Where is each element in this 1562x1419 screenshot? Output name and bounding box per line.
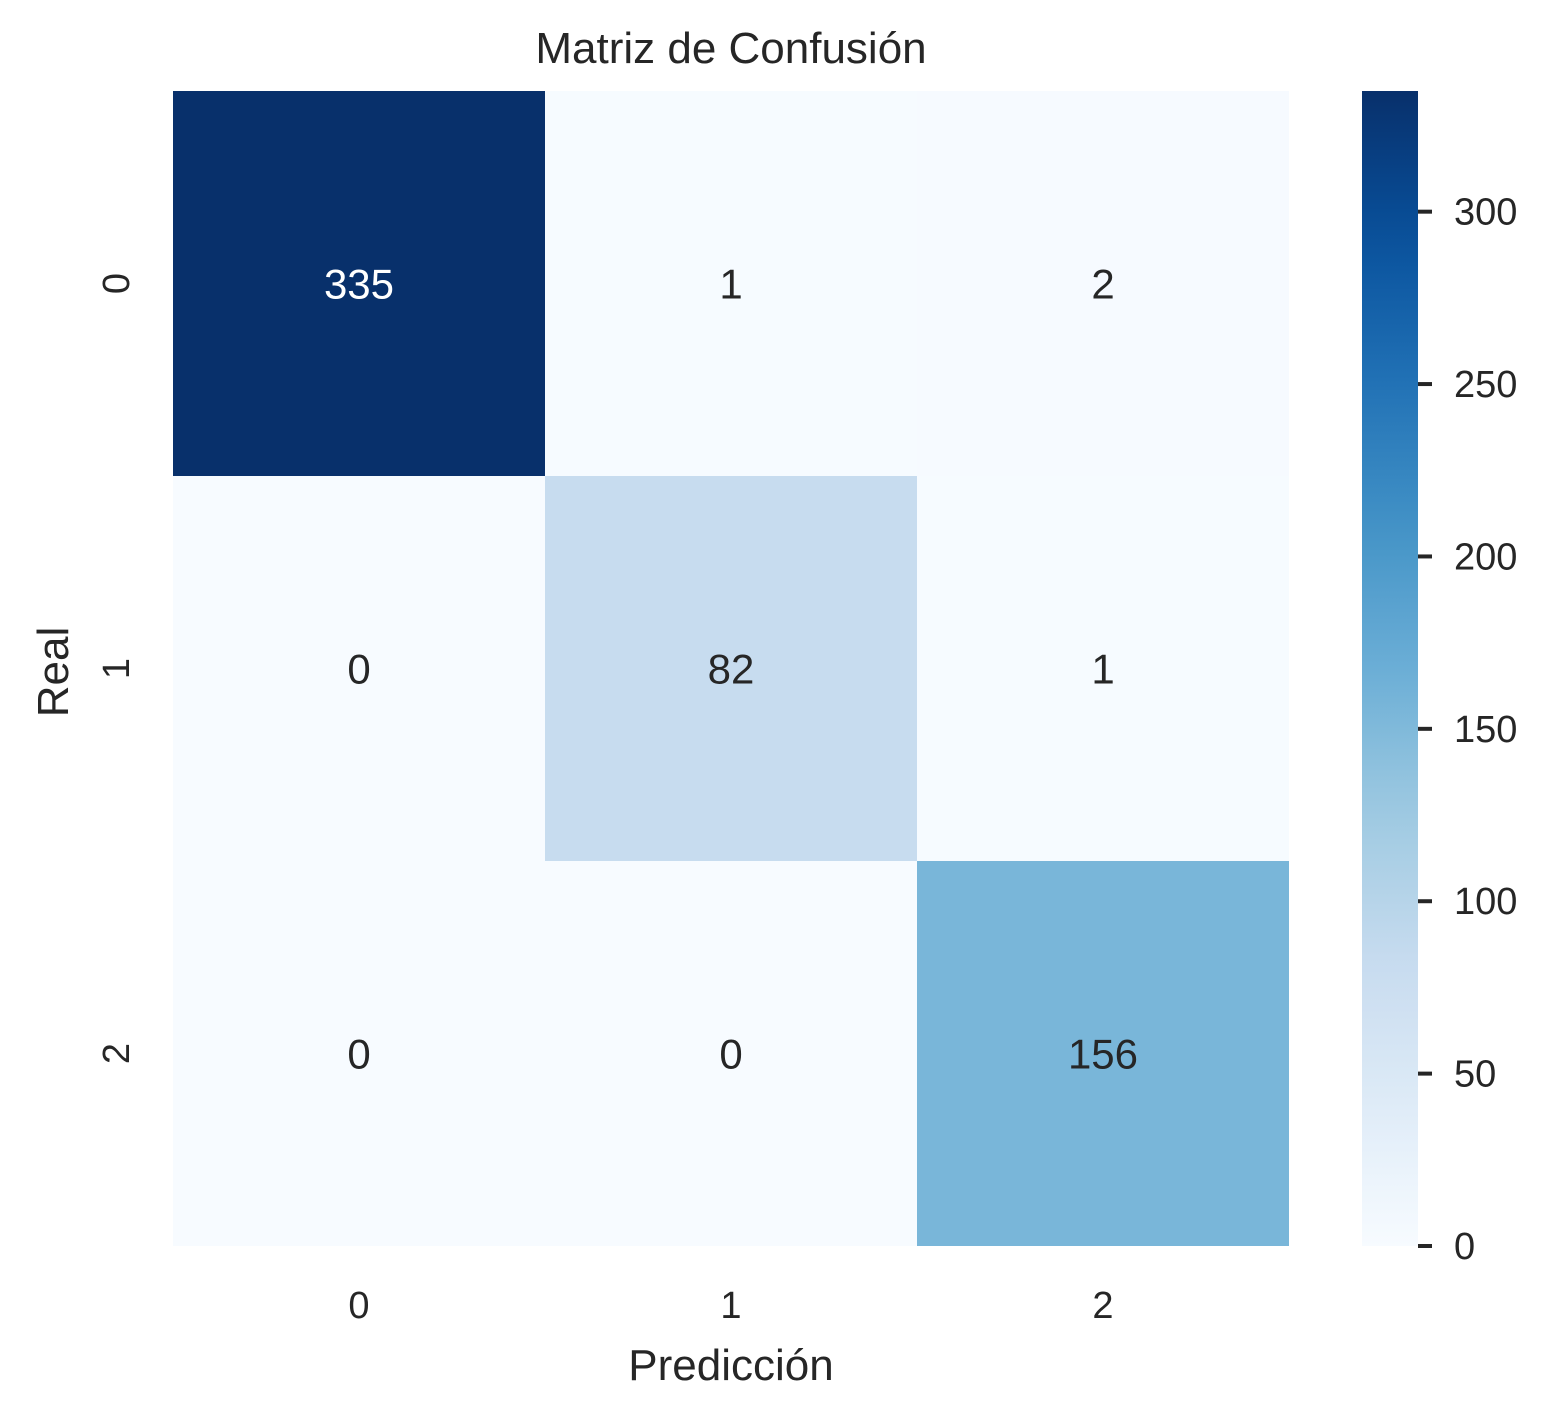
y-tick-label-1: 1 (96, 658, 138, 679)
y-tick-label-2: 2 (96, 1043, 138, 1064)
heatmap-cell-1-2 (917, 476, 1289, 861)
x-axis-label: Predicción (628, 1341, 833, 1390)
colorbar (1362, 91, 1418, 1246)
heatmap-cell-2-2 (917, 861, 1289, 1246)
cell-value-label-0-0: 335 (324, 261, 394, 308)
heatmap-cell-0-0 (173, 91, 545, 476)
colorbar-tick-label-300: 300 (1454, 192, 1517, 234)
x-tick-label-2: 2 (1092, 1285, 1113, 1327)
colorbar-ticks: 0 50 100 150 200 250 300 (1418, 192, 1517, 1268)
x-tick-label-0: 0 (348, 1285, 369, 1327)
heatmap-cell-labels: 335 1 2 0 82 1 0 0 156 (324, 261, 1138, 1078)
x-tick-label-1: 1 (720, 1285, 741, 1327)
heatmap-cell-0-2 (917, 91, 1289, 476)
colorbar-tick-label-250: 250 (1454, 364, 1517, 406)
x-axis-tick-labels: 0 1 2 (348, 1285, 1113, 1327)
cell-value-label-1-2: 1 (1091, 646, 1114, 693)
colorbar-tick-label-50: 50 (1454, 1054, 1496, 1096)
heatmap-cells (173, 91, 1289, 1246)
colorbar-tick-label-0: 0 (1454, 1226, 1475, 1268)
y-axis-label: Real (29, 627, 78, 718)
cell-value-label-2-1: 0 (719, 1031, 742, 1078)
y-tick-label-0: 0 (96, 273, 138, 294)
cell-value-label-0-1: 1 (719, 261, 742, 308)
heatmap-cell-2-1 (545, 861, 917, 1246)
colorbar-tick-label-100: 100 (1454, 881, 1517, 923)
cell-value-label-1-1: 82 (708, 646, 755, 693)
colorbar-tick-label-150: 150 (1454, 709, 1517, 751)
colorbar-tick-label-200: 200 (1454, 536, 1517, 578)
cell-value-label-1-0: 0 (347, 646, 370, 693)
cell-value-label-0-2: 2 (1091, 261, 1114, 308)
y-axis-tick-labels: 0 1 2 (96, 273, 138, 1064)
heatmap-cell-0-1 (545, 91, 917, 476)
cell-value-label-2-2: 156 (1068, 1031, 1138, 1078)
heatmap-cell-1-0 (173, 476, 545, 861)
chart-title: Matriz de Confusión (535, 24, 926, 73)
heatmap-cell-2-0 (173, 861, 545, 1246)
cell-value-label-2-0: 0 (347, 1031, 370, 1078)
heatmap-cell-1-1 (545, 476, 917, 861)
